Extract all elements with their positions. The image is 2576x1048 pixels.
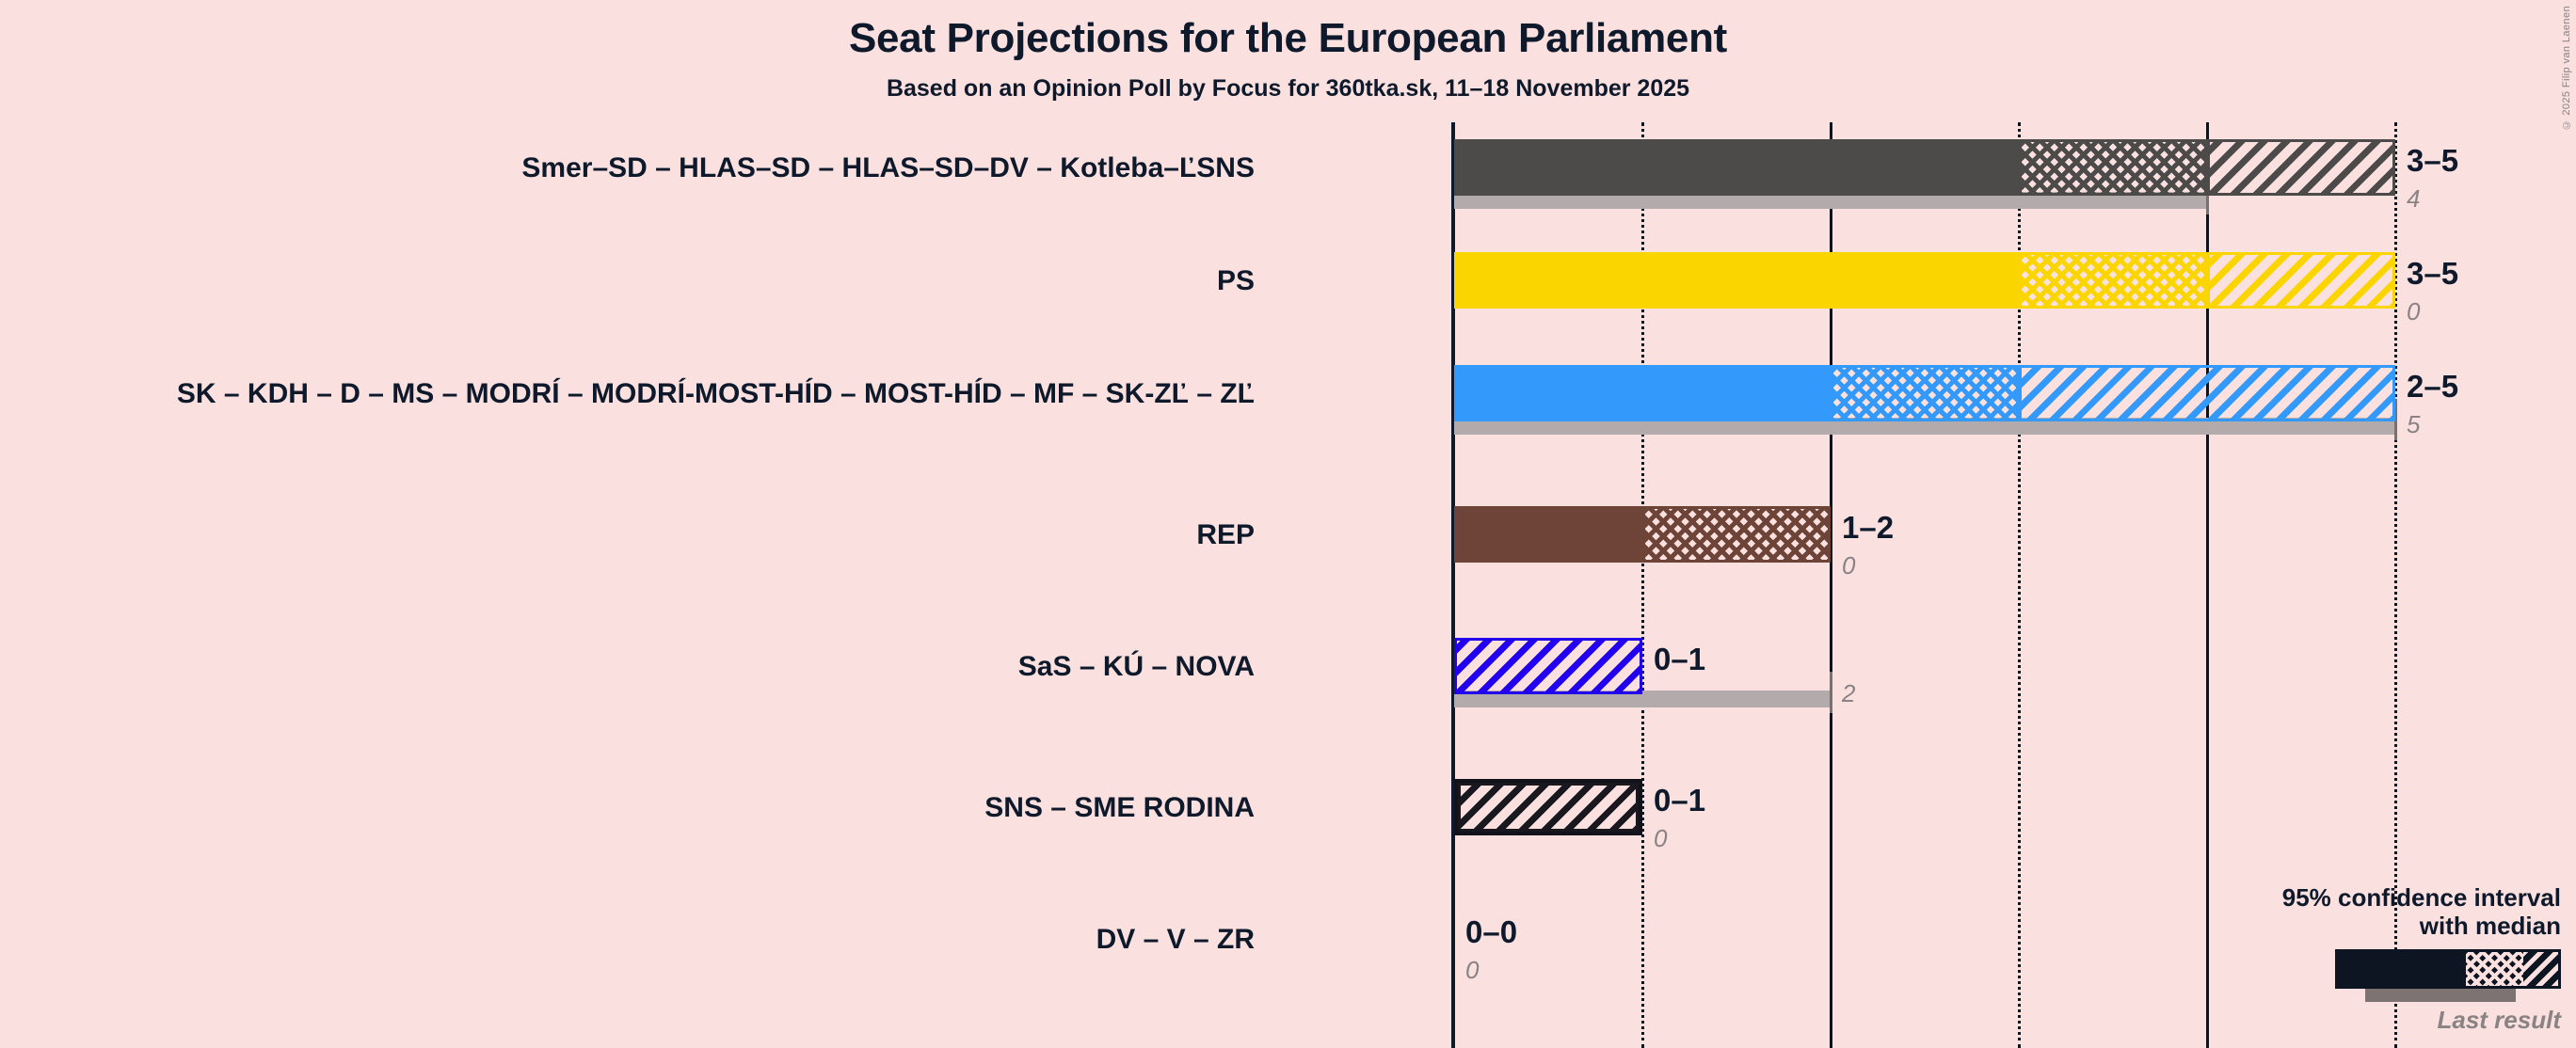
range-value-label: 2–5 [2407,369,2459,404]
legend-segment-diagonal [2522,952,2558,986]
bar-row: PS 3–5 0 [1217,235,2458,348]
bar-row: DV – V – ZR 0–0 0 [1096,894,2395,1007]
segment-diagonal [2019,365,2395,421]
last-result-value-label: 4 [2407,184,2421,213]
segment-solid [1454,506,1642,563]
last-result-value-label: 5 [2407,410,2421,438]
legend-segment-crosshatch [2465,952,2523,986]
legend: 95% confidence interval with median Last… [2184,883,2561,1035]
legend-interval-bar [2335,949,2561,989]
row-label: REP [1196,519,1255,550]
segment-crosshatch [1642,506,1831,563]
last-result-value-label: 0 [1654,824,1668,852]
segment-solid [1454,139,2019,196]
range-value-label: 3–5 [2407,143,2459,178]
last-result-value-label: 2 [1842,679,1856,707]
range-value-label: 0–1 [1654,642,1706,676]
bar-row: SaS – KÚ – NOVA 0–1 2 [1018,621,2395,734]
y-axis-baseline [1451,122,1455,1048]
segment-diagonal [1454,638,1642,694]
confidence-interval-bar [1454,365,2395,421]
chart-subtitle: Based on an Opinion Poll by Focus for 36… [886,75,1690,102]
row-label: PS [1216,265,1255,296]
last-result-value-label: 0 [1842,551,1856,580]
segment-solid [1454,252,2019,309]
bar-row: SNS – SME RODINA 0–1 0 [984,762,2395,875]
last-result-bar [1454,691,1831,707]
range-value-label: 0–1 [1654,783,1706,818]
bar-row: SK – KDH – D – MS – MODRÍ – MODRÍ-MOST-H… [177,348,2458,461]
row-label: Smer–SD – HLAS–SD – HLAS–SD–DV – Kotleba… [521,152,1255,183]
confidence-interval-bar [1454,506,1831,563]
row-label: SK – KDH – D – MS – MODRÍ – MODRÍ-MOST-H… [176,378,1255,409]
last-result-value-label: 0 [2407,297,2421,326]
range-value-label: 1–2 [1842,510,1895,545]
gridline-2 [1830,122,1832,1048]
gridline-1 [1641,122,1644,1048]
copyright-notice: © 2025 Filip van Laenen [2561,6,2572,131]
bar-row: Smer–SD – HLAS–SD – HLAS–SD–DV – Kotleba… [521,122,2458,235]
gridline-4 [2206,122,2209,1048]
legend-segment-solid [2338,952,2466,986]
confidence-interval-bar [1454,779,1642,835]
legend-last-result-bar [2365,989,2516,1002]
segment-diagonal [1458,783,1639,832]
row-label: DV – V – ZR [1096,924,1255,955]
confidence-interval-bar [1454,638,1642,694]
segment-diagonal [2207,139,2395,196]
last-result-tick [2394,399,2397,440]
page-title: Seat Projections for the European Parlia… [848,15,1728,61]
legend-line-2: with median [2419,911,2561,940]
row-label: SNS – SME RODINA [984,792,1255,823]
segment-crosshatch [2019,139,2207,196]
segment-crosshatch [2019,252,2207,309]
row-label: SaS – KÚ – NOVA [1017,651,1255,682]
confidence-interval-bar [1454,139,2395,196]
segment-solid [1454,365,1831,421]
gridline-5 [2394,122,2397,1048]
segment-crosshatch [1831,365,2019,421]
last-result-bar [1454,192,2207,209]
gridline-3 [2018,122,2021,1048]
confidence-interval-bar [1454,252,2395,309]
bar-row: REP 1–2 0 [1196,489,2395,602]
last-result-bar [1454,418,2395,435]
legend-last-result-label: Last result [2437,1006,2562,1034]
legend-line-1: 95% confidence interval [2281,882,2561,912]
segment-diagonal [2207,252,2395,309]
range-value-label: 0–0 [1465,914,1518,949]
plot-area: Smer–SD – HLAS–SD – HLAS–SD–DV – Kotleba… [177,122,2458,1048]
last-result-value-label: 0 [1465,956,1480,984]
range-value-label: 3–5 [2407,256,2459,291]
last-result-tick [1830,672,1832,713]
